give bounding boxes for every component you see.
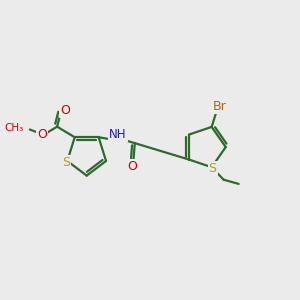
Text: Br: Br xyxy=(213,100,227,113)
Text: O: O xyxy=(37,128,47,141)
Text: O: O xyxy=(60,104,70,117)
Text: CH₃: CH₃ xyxy=(4,123,24,133)
Text: S: S xyxy=(62,156,70,169)
Text: O: O xyxy=(128,160,137,173)
Text: NH: NH xyxy=(109,128,127,141)
Text: S: S xyxy=(208,162,217,175)
